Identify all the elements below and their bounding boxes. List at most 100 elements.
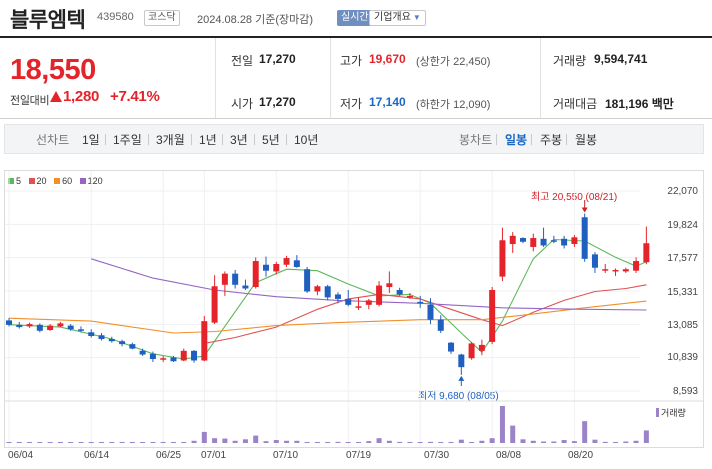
candle-body <box>232 273 239 285</box>
candle-body <box>509 235 516 244</box>
candle-body <box>540 238 547 246</box>
candle-body <box>149 353 156 359</box>
change-label: 전일대비 <box>10 95 50 107</box>
candle-body <box>67 325 74 330</box>
volume-bar <box>212 438 218 443</box>
x-tick-label: 07/10 <box>273 450 299 461</box>
tab-1d[interactable]: 1일 <box>82 133 100 147</box>
amount-value: 181,196 백만 <box>605 97 674 111</box>
tab-divider <box>222 134 223 145</box>
candle-body <box>602 269 609 271</box>
candle-body <box>437 319 444 331</box>
candle-body <box>201 321 208 361</box>
high-arrow-head <box>581 207 588 213</box>
candle-body <box>365 300 372 305</box>
open-value: 17,270 <box>259 95 296 109</box>
volume-bar <box>242 439 248 443</box>
candle-body <box>334 294 341 299</box>
candle-body <box>57 323 64 327</box>
candle-body <box>561 238 568 246</box>
volume-bar <box>530 440 536 443</box>
tab-daily[interactable]: 일봉 <box>505 133 528 147</box>
legend-ma60: 60 <box>54 176 72 186</box>
ma-legend: 5 20 60 120 <box>8 176 108 186</box>
candle-body <box>417 301 424 304</box>
candle-body <box>47 325 54 331</box>
candle-body <box>242 285 249 289</box>
candle-body <box>283 258 290 265</box>
y-tick-label: 19,824 <box>667 220 698 231</box>
volume-bar <box>613 442 619 443</box>
volume-bar <box>88 442 94 443</box>
candle-body <box>581 217 588 259</box>
volume-bar <box>448 442 454 443</box>
header-divider <box>0 36 712 38</box>
candle-body <box>221 273 228 285</box>
chevron-down-icon: ▼ <box>412 13 421 22</box>
candle-body <box>406 295 413 298</box>
candle-body <box>191 350 198 361</box>
low-annotation: 최저 9,680 (08/05) <box>418 391 499 402</box>
volume-bar <box>345 442 351 443</box>
y-tick-label: 10,839 <box>667 352 698 363</box>
volume-bar <box>68 442 74 443</box>
candle-body <box>499 240 506 277</box>
y-tick-label: 17,577 <box>667 253 698 264</box>
change-percent: +7.41% <box>110 88 160 105</box>
x-tick-label: 07/30 <box>424 450 450 461</box>
quote-bottom-divider <box>0 118 712 119</box>
volume-bar <box>16 442 22 443</box>
tab-3m[interactable]: 3개월 <box>156 133 185 147</box>
volume-bar <box>376 438 382 443</box>
volume-bar <box>499 406 505 443</box>
tab-1w[interactable]: 1주일 <box>113 133 142 147</box>
tab-1y[interactable]: 1년 <box>199 133 217 147</box>
tab-3y[interactable]: 3년 <box>230 133 248 147</box>
candle-body <box>170 357 177 362</box>
volume-bar <box>561 440 567 443</box>
tab-weekly[interactable]: 주봉 <box>540 133 563 147</box>
candle-body <box>108 338 115 342</box>
x-tick-label: 06/25 <box>156 450 182 461</box>
stock-code: 439580 <box>97 11 134 23</box>
quote-divider <box>540 38 541 118</box>
volume-bar <box>273 440 279 443</box>
period-bar <box>4 124 704 154</box>
volume-bar <box>27 442 33 443</box>
candle-body <box>252 261 259 288</box>
tab-divider <box>254 134 255 145</box>
volume-bar <box>304 442 310 443</box>
tab-5y[interactable]: 5년 <box>262 133 280 147</box>
candle-body <box>304 269 311 292</box>
volume-bar <box>582 421 588 443</box>
volume-bar <box>181 442 187 443</box>
prev-close-value: 17,270 <box>259 52 296 66</box>
volume-bar <box>325 442 331 443</box>
tab-divider <box>105 134 106 145</box>
ma20-line <box>204 284 647 344</box>
tab-monthly[interactable]: 월봉 <box>575 133 598 147</box>
volume-bar <box>407 442 413 443</box>
y-tick-label: 15,331 <box>667 287 698 298</box>
candle-body <box>633 261 640 271</box>
volume-bar <box>602 441 608 443</box>
candle-body <box>139 350 146 355</box>
volume-bar <box>284 440 290 443</box>
candle-body <box>643 243 650 263</box>
company-overview-dropdown[interactable]: 기업개요 ▼ <box>369 10 426 26</box>
tab-10y[interactable]: 10년 <box>294 133 319 147</box>
candle-body <box>355 306 362 308</box>
tab-divider <box>191 134 192 145</box>
volume-bar <box>314 442 320 443</box>
volume-bar <box>386 440 392 443</box>
volume-bar <box>78 442 84 443</box>
x-tick-label: 08/20 <box>568 450 594 461</box>
candle-body <box>345 298 352 305</box>
candle-body <box>324 286 331 298</box>
candle-body <box>36 324 43 331</box>
volume-bar <box>160 442 166 443</box>
volume-bar <box>458 439 464 443</box>
candle-body <box>448 342 455 352</box>
candle-body <box>273 264 280 272</box>
realtime-button[interactable]: 실시간 <box>337 10 373 26</box>
